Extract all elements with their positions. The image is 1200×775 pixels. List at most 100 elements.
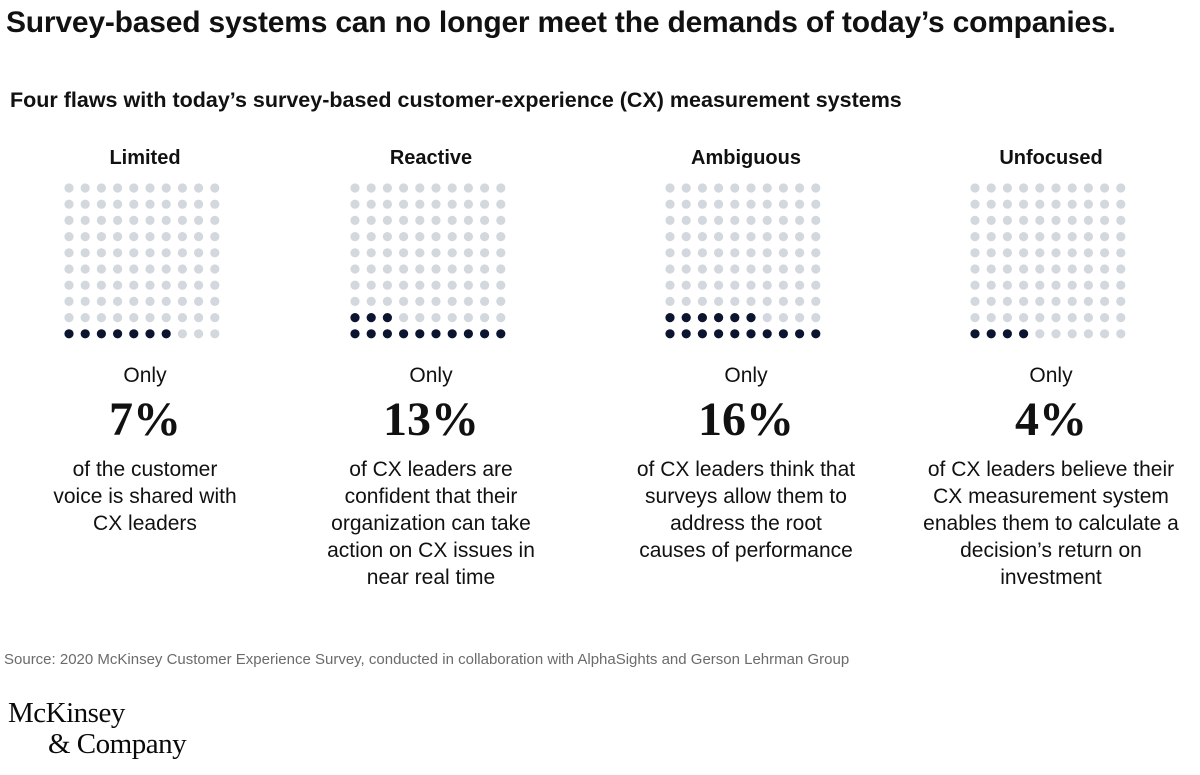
waffle-grid-reactive: [350, 183, 506, 339]
waffle-dot-empty: [366, 264, 376, 274]
waffle-dot-empty: [194, 280, 204, 290]
waffle-dot-empty: [80, 183, 90, 193]
waffle-dot-empty: [447, 280, 457, 290]
waffle-dot-empty: [1083, 329, 1093, 339]
waffle-dot-empty: [382, 183, 392, 193]
waffle-dot-empty: [463, 296, 473, 306]
waffle-dot-empty: [1019, 313, 1029, 323]
waffle-dot-empty: [714, 215, 724, 225]
waffle-dot-empty: [778, 313, 788, 323]
waffle-dot-empty: [1051, 329, 1061, 339]
waffle-dot-empty: [697, 280, 707, 290]
waffle-dot-empty: [986, 264, 996, 274]
waffle-dot-empty: [970, 215, 980, 225]
waffle-dot-empty: [80, 313, 90, 323]
waffle-dot-empty: [96, 232, 106, 242]
waffle-dot-empty: [730, 183, 740, 193]
waffle-dot-empty: [795, 248, 805, 258]
panel-label: Unfocused: [999, 147, 1103, 169]
waffle-dot-empty: [210, 296, 220, 306]
waffle-dot-filled: [762, 329, 772, 339]
waffle-dot-filled: [697, 329, 707, 339]
waffle-dot-empty: [762, 248, 772, 258]
waffle-dot-empty: [350, 183, 360, 193]
waffle-dot-empty: [986, 248, 996, 258]
waffle-dot-empty: [382, 232, 392, 242]
waffle-dot-empty: [1051, 183, 1061, 193]
waffle-dot-empty: [463, 313, 473, 323]
waffle-dot-empty: [431, 313, 441, 323]
waffle-dot-empty: [970, 280, 980, 290]
waffle-dot-empty: [496, 248, 506, 258]
waffle-dot-empty: [778, 264, 788, 274]
waffle-dot-empty: [1116, 296, 1126, 306]
waffle-dot-empty: [986, 232, 996, 242]
waffle-dot-empty: [480, 264, 490, 274]
waffle-dot-empty: [382, 215, 392, 225]
waffle-dot-empty: [145, 264, 155, 274]
waffle-dot-empty: [746, 280, 756, 290]
waffle-dot-empty: [96, 199, 106, 209]
waffle-dot-empty: [1100, 248, 1110, 258]
waffle-dot-empty: [1067, 296, 1077, 306]
percent-value: 16%: [698, 393, 794, 446]
waffle-dot-empty: [415, 232, 425, 242]
waffle-dot-empty: [64, 248, 74, 258]
waffle-dot-empty: [762, 280, 772, 290]
waffle-dot-empty: [1035, 264, 1045, 274]
waffle-dot-filled: [480, 329, 490, 339]
waffle-dot-empty: [970, 313, 980, 323]
waffle-dot-empty: [1083, 248, 1093, 258]
waffle-dot-empty: [986, 199, 996, 209]
waffle-dot-empty: [1051, 232, 1061, 242]
waffle-dot-empty: [811, 248, 821, 258]
waffle-dot-empty: [665, 264, 675, 274]
waffle-dot-empty: [681, 215, 691, 225]
waffle-dot-empty: [194, 264, 204, 274]
waffle-dot-empty: [1002, 280, 1012, 290]
waffle-dot-empty: [113, 313, 123, 323]
waffle-dot-empty: [480, 199, 490, 209]
waffle-dot-empty: [1019, 248, 1029, 258]
prefix-text: Only: [1029, 364, 1073, 387]
waffle-dot-empty: [1035, 329, 1045, 339]
waffle-dot-empty: [1067, 215, 1077, 225]
waffle-dot-empty: [210, 264, 220, 274]
waffle-dot-empty: [697, 215, 707, 225]
waffle-dot-filled: [399, 329, 409, 339]
waffle-dot-empty: [811, 280, 821, 290]
waffle-dot-empty: [1100, 313, 1110, 323]
waffle-dot-empty: [1067, 232, 1077, 242]
waffle-dot-empty: [447, 264, 457, 274]
waffle-dot-empty: [480, 183, 490, 193]
waffle-dot-empty: [1051, 264, 1061, 274]
waffle-dot-empty: [1067, 199, 1077, 209]
waffle-dot-empty: [665, 280, 675, 290]
waffle-dot-filled: [681, 313, 691, 323]
waffle-dot-empty: [415, 280, 425, 290]
waffle-dot-empty: [161, 215, 171, 225]
waffle-dot-empty: [210, 232, 220, 242]
source-note: Source: 2020 McKinsey Customer Experienc…: [4, 651, 850, 668]
waffle-dot-empty: [1019, 232, 1029, 242]
waffle-dot-empty: [447, 313, 457, 323]
waffle-dot-filled: [714, 329, 724, 339]
waffle-dot-empty: [64, 199, 74, 209]
waffle-dot-empty: [113, 280, 123, 290]
waffle-dot-empty: [210, 183, 220, 193]
waffle-dot-empty: [1019, 296, 1029, 306]
waffle-dot-empty: [447, 199, 457, 209]
headline: Survey-based systems can no longer meet …: [6, 6, 1116, 39]
waffle-dot-empty: [778, 296, 788, 306]
waffle-dot-empty: [96, 183, 106, 193]
waffle-dot-empty: [145, 199, 155, 209]
waffle-dot-empty: [350, 296, 360, 306]
waffle-dot-empty: [161, 232, 171, 242]
waffle-dot-empty: [129, 199, 139, 209]
waffle-dot-empty: [1083, 183, 1093, 193]
waffle-dot-empty: [1067, 329, 1077, 339]
waffle-dot-empty: [1035, 280, 1045, 290]
waffle-dot-empty: [129, 248, 139, 258]
waffle-dot-empty: [177, 199, 187, 209]
waffle-dot-empty: [730, 232, 740, 242]
